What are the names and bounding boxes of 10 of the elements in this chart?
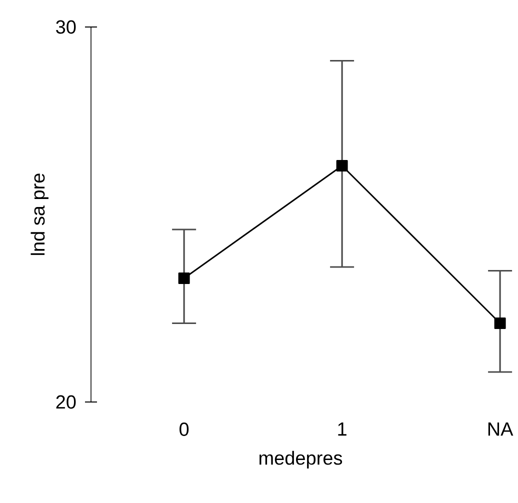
x-tick-label: 1 <box>338 422 346 436</box>
point <box>494 318 506 329</box>
y-tick-label: 30 <box>56 20 76 34</box>
x-axis-title: medepres <box>260 450 342 469</box>
point <box>336 160 348 172</box>
y-axis-title: lnd sa pre <box>30 174 48 255</box>
y-tick-label: 20 <box>56 395 76 409</box>
x-tick-label: 0 <box>180 422 189 436</box>
x-tick-label: NA <box>488 422 514 436</box>
point <box>178 272 190 284</box>
